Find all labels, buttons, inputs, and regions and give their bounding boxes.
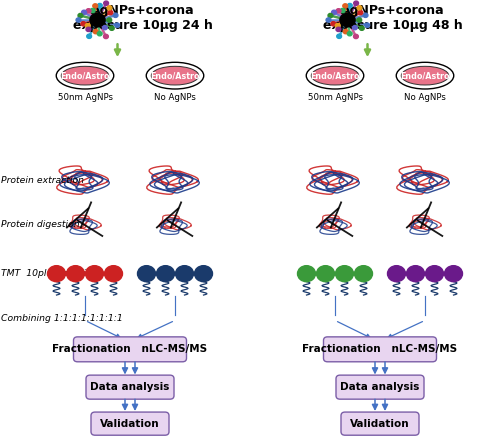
Circle shape bbox=[93, 29, 98, 34]
Circle shape bbox=[357, 6, 362, 10]
Circle shape bbox=[298, 266, 316, 282]
Circle shape bbox=[336, 266, 353, 282]
Circle shape bbox=[343, 4, 347, 8]
Circle shape bbox=[343, 29, 348, 34]
Circle shape bbox=[176, 266, 194, 282]
Circle shape bbox=[104, 34, 108, 39]
Circle shape bbox=[336, 27, 341, 32]
Ellipse shape bbox=[56, 62, 114, 89]
Circle shape bbox=[82, 10, 86, 15]
FancyBboxPatch shape bbox=[324, 337, 436, 362]
Circle shape bbox=[348, 4, 352, 8]
Text: Fractionation   nLC-MS/MS: Fractionation nLC-MS/MS bbox=[302, 344, 458, 354]
Circle shape bbox=[102, 25, 108, 30]
Circle shape bbox=[363, 13, 368, 17]
Circle shape bbox=[48, 266, 66, 282]
Circle shape bbox=[194, 266, 212, 282]
Circle shape bbox=[93, 4, 98, 8]
Circle shape bbox=[354, 34, 358, 39]
Text: Endo/Astro: Endo/Astro bbox=[150, 71, 200, 80]
Ellipse shape bbox=[396, 62, 454, 89]
Text: No AgNPs: No AgNPs bbox=[154, 93, 196, 102]
Text: Data analysis: Data analysis bbox=[340, 382, 419, 392]
Circle shape bbox=[358, 11, 363, 15]
Circle shape bbox=[337, 34, 342, 38]
FancyBboxPatch shape bbox=[86, 375, 174, 399]
Text: Protein extraction: Protein extraction bbox=[1, 176, 84, 185]
Circle shape bbox=[87, 34, 92, 38]
Circle shape bbox=[336, 24, 340, 28]
Circle shape bbox=[78, 13, 83, 18]
Circle shape bbox=[336, 9, 341, 13]
Text: AgNPs+corona
exposure 10μg 24 h: AgNPs+corona exposure 10μg 24 h bbox=[72, 4, 212, 32]
FancyBboxPatch shape bbox=[91, 412, 169, 435]
Circle shape bbox=[357, 18, 362, 22]
Text: No AgNPs: No AgNPs bbox=[404, 93, 446, 102]
Circle shape bbox=[107, 6, 112, 10]
Circle shape bbox=[66, 266, 84, 282]
Circle shape bbox=[86, 24, 90, 28]
Circle shape bbox=[332, 10, 336, 15]
Circle shape bbox=[113, 13, 118, 17]
Circle shape bbox=[340, 13, 355, 27]
Text: Fractionation   nLC-MS/MS: Fractionation nLC-MS/MS bbox=[52, 344, 208, 354]
Circle shape bbox=[444, 266, 462, 282]
Circle shape bbox=[406, 266, 424, 282]
Text: 50nm AgNPs: 50nm AgNPs bbox=[308, 93, 362, 102]
FancyBboxPatch shape bbox=[74, 337, 186, 362]
Circle shape bbox=[360, 26, 364, 30]
Circle shape bbox=[110, 26, 114, 30]
Ellipse shape bbox=[401, 66, 449, 85]
Text: Combining 1:1:1:1:1:1:1:1: Combining 1:1:1:1:1:1:1:1 bbox=[1, 314, 123, 323]
Text: Endo/Astro: Endo/Astro bbox=[310, 71, 360, 80]
Text: AgNPs+corona
exposure 10μg 48 h: AgNPs+corona exposure 10μg 48 h bbox=[322, 4, 462, 32]
Circle shape bbox=[98, 4, 102, 8]
Circle shape bbox=[86, 27, 91, 32]
FancyBboxPatch shape bbox=[341, 412, 419, 435]
Text: Validation: Validation bbox=[350, 419, 410, 429]
Text: Validation: Validation bbox=[100, 419, 160, 429]
Circle shape bbox=[104, 1, 108, 5]
Circle shape bbox=[138, 266, 156, 282]
Circle shape bbox=[115, 23, 119, 27]
Ellipse shape bbox=[311, 66, 359, 85]
Circle shape bbox=[86, 9, 91, 13]
Text: TMT  10plex labeling: TMT 10plex labeling bbox=[1, 269, 98, 278]
Circle shape bbox=[331, 22, 336, 26]
Ellipse shape bbox=[146, 62, 204, 89]
Circle shape bbox=[156, 266, 174, 282]
Circle shape bbox=[426, 266, 444, 282]
Text: Data analysis: Data analysis bbox=[90, 382, 170, 392]
Text: Endo/Astro: Endo/Astro bbox=[60, 71, 110, 80]
Ellipse shape bbox=[151, 66, 199, 85]
Circle shape bbox=[340, 8, 345, 12]
Circle shape bbox=[90, 13, 105, 27]
Circle shape bbox=[90, 8, 95, 12]
Circle shape bbox=[354, 266, 372, 282]
Circle shape bbox=[328, 13, 333, 18]
Circle shape bbox=[76, 18, 81, 22]
Circle shape bbox=[365, 23, 370, 27]
Circle shape bbox=[388, 266, 406, 282]
FancyBboxPatch shape bbox=[336, 375, 424, 399]
Circle shape bbox=[316, 266, 334, 282]
Circle shape bbox=[104, 266, 122, 282]
Circle shape bbox=[86, 266, 103, 282]
Circle shape bbox=[354, 1, 358, 5]
Circle shape bbox=[107, 18, 112, 22]
Text: Endo/Astro: Endo/Astro bbox=[400, 71, 450, 80]
Text: 50nm AgNPs: 50nm AgNPs bbox=[58, 93, 112, 102]
Circle shape bbox=[108, 11, 113, 15]
Ellipse shape bbox=[61, 66, 109, 85]
Circle shape bbox=[348, 32, 352, 36]
Circle shape bbox=[98, 32, 102, 36]
Ellipse shape bbox=[306, 62, 364, 89]
Text: Protein digestion: Protein digestion bbox=[1, 220, 80, 229]
Circle shape bbox=[81, 22, 86, 26]
Circle shape bbox=[326, 18, 331, 22]
Circle shape bbox=[352, 25, 358, 30]
